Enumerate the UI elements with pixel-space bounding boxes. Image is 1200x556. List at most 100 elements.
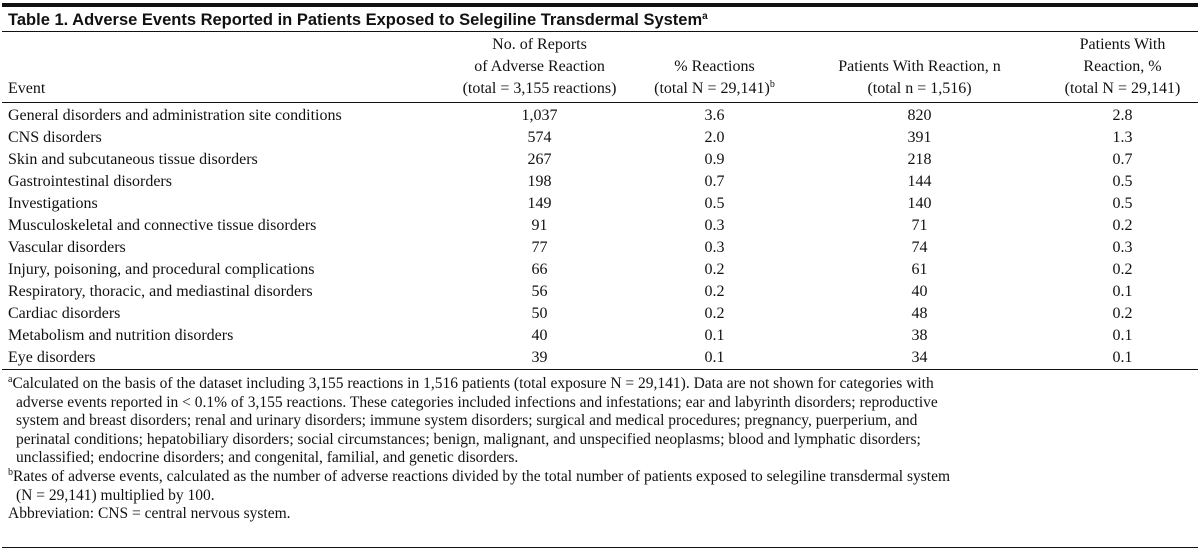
footnote-line: Abbreviation: CNS = central nervous syst… xyxy=(8,505,1192,524)
footnote: bRates of adverse events, calculated as … xyxy=(8,466,1192,506)
table-row: Respiratory, thoracic, and mediastinal d… xyxy=(2,281,1198,303)
table-cell: 2.0 xyxy=(704,129,725,146)
table-cell: 39 xyxy=(531,349,548,366)
table-cell: 74 xyxy=(911,239,928,256)
footnote-line: (N = 29,141) multiplied by 100. xyxy=(8,487,1192,506)
table-body: General disorders and administration sit… xyxy=(2,103,1198,370)
table-document: Table 1. Adverse Events Reported in Pati… xyxy=(2,3,1198,548)
table-cell: 198 xyxy=(527,173,552,190)
table-cell: 0.5 xyxy=(704,195,725,212)
table-cell: 0.9 xyxy=(704,151,725,168)
table-cell: 140 xyxy=(907,195,932,212)
table-row: Skin and subcutaneous tissue disorders 26… xyxy=(2,149,1198,171)
column-header: Patients With Reaction, n (total n = 1,51… xyxy=(792,32,1047,103)
header-line: (total = 3,155 reactions) xyxy=(462,80,617,97)
table-cell: 267 xyxy=(527,151,552,168)
table-cell: 48 xyxy=(911,305,928,322)
table-row: Vascular disorders 77 0.3 74 0.3 xyxy=(2,237,1198,259)
table-row: Metabolism and nutrition disorders 40 0.1 3… xyxy=(2,325,1198,347)
table-cell: Investigations xyxy=(8,195,98,212)
table-cell: 820 xyxy=(907,107,932,124)
table-cell: Skin and subcutaneous tissue disorders xyxy=(8,151,258,168)
table-cell: 2.8 xyxy=(1112,107,1133,124)
footnote-line: adverse events reported in < 0.1% of 3,1… xyxy=(8,394,1192,413)
header-sup: b xyxy=(769,79,775,90)
table-cell: 0.7 xyxy=(704,173,725,190)
header-line: Event xyxy=(8,80,46,97)
table-cell: Respiratory, thoracic, and mediastinal d… xyxy=(8,283,313,300)
table-cell: 0.1 xyxy=(1112,283,1133,300)
page: Table 1. Adverse Events Reported in Pati… xyxy=(0,3,1200,556)
footnote-line: unclassified; endocrine disorders; and c… xyxy=(8,449,1192,468)
table-cell: 0.1 xyxy=(1112,327,1133,344)
header-line: No. of Reports xyxy=(492,36,587,53)
table-row: CNS disorders 574 2.0 391 1.3 xyxy=(2,127,1198,149)
table-row: Investigations 149 0.5 140 0.5 xyxy=(2,193,1198,215)
table-cell: 0.3 xyxy=(1112,239,1133,256)
table-row: Injury, poisoning, and procedural compli… xyxy=(2,259,1198,281)
table-cell: Eye disorders xyxy=(8,349,96,366)
footnote-text: adverse events reported in < 0.1% of 3,1… xyxy=(16,393,938,411)
table-cell: 218 xyxy=(907,151,932,168)
footnote-text: system and breast disorders; renal and u… xyxy=(16,412,918,430)
table-cell: 0.1 xyxy=(704,327,725,344)
table-cell: 3.6 xyxy=(704,107,725,124)
footnote-text: (N = 29,141) multiplied by 100. xyxy=(16,486,215,504)
header-line: Patients With Reaction, n xyxy=(838,58,1001,75)
table-cell: Cardiac disorders xyxy=(8,305,121,322)
table-cell: Gastrointestinal disorders xyxy=(8,173,172,190)
table-row: General disorders and administration sit… xyxy=(2,103,1198,128)
footnotes: aCalculated on the basis of the dataset … xyxy=(2,370,1198,524)
table-cell: 0.5 xyxy=(1112,173,1133,190)
footnote-text: Rates of adverse events, calculated as t… xyxy=(13,467,951,485)
footnote-marker: b xyxy=(8,466,13,478)
header-line: of Adverse Reaction xyxy=(474,58,605,75)
title-sup: a xyxy=(702,11,708,22)
header-line: Reaction, % xyxy=(1083,58,1162,75)
table-cell: 0.5 xyxy=(1112,195,1133,212)
table-cell: 38 xyxy=(911,327,928,344)
header-line: (total N = 29,141) xyxy=(654,80,770,97)
table-cell: 0.2 xyxy=(1112,261,1133,278)
table: Event No. of Reports of Adverse Reaction (t… xyxy=(2,32,1198,370)
table-cell: Vascular disorders xyxy=(8,239,126,256)
table-cell: 0.1 xyxy=(704,349,725,366)
table-cell: 0.7 xyxy=(1112,151,1133,168)
table-cell: Musculoskeletal and connective tissue di… xyxy=(8,217,317,234)
header-line: Patients With xyxy=(1079,36,1166,53)
table-cell: General disorders and administration sit… xyxy=(8,107,342,124)
table-row: Eye disorders 39 0.1 34 0.1 xyxy=(2,347,1198,370)
table-cell: 71 xyxy=(911,217,928,234)
table-cell: 50 xyxy=(531,305,548,322)
table-cell: 77 xyxy=(531,239,548,256)
table-cell: 66 xyxy=(531,261,548,278)
table-cell: CNS disorders xyxy=(8,129,102,146)
footnote-line: bRates of adverse events, calculated as … xyxy=(8,466,1192,487)
table-cell: 1,037 xyxy=(521,107,558,124)
table-cell: 0.2 xyxy=(704,305,725,322)
table-cell: 1.3 xyxy=(1112,129,1133,146)
table-row: Musculoskeletal and connective tissue di… xyxy=(2,215,1198,237)
column-header: No. of Reports of Adverse Reaction (total … xyxy=(442,32,637,103)
table-cell: Metabolism and nutrition disorders xyxy=(8,327,234,344)
footnote-text: unclassified; endocrine disorders; and c… xyxy=(16,449,519,467)
table-row: Gastrointestinal disorders 198 0.7 144 0.5 xyxy=(2,171,1198,193)
footnote-line: aCalculated on the basis of the dataset … xyxy=(8,375,1192,394)
column-header: Event xyxy=(2,32,442,103)
footnote: Abbreviation: CNS = central nervous syst… xyxy=(8,505,1192,524)
table-row: Cardiac disorders 50 0.2 48 0.2 xyxy=(2,303,1198,325)
table-cell: 144 xyxy=(907,173,932,190)
table-cell: 0.1 xyxy=(1112,349,1133,366)
table-cell: 149 xyxy=(527,195,552,212)
header-line: % Reactions xyxy=(674,58,755,75)
header-row: Event No. of Reports of Adverse Reaction (t… xyxy=(2,32,1198,103)
footnote: aCalculated on the basis of the dataset … xyxy=(8,375,1192,468)
table-cell: 40 xyxy=(911,283,928,300)
footnote-text: perinatal conditions; hepatobiliary diso… xyxy=(16,430,921,448)
table-cell: 0.3 xyxy=(704,239,725,256)
footnote-marker: a xyxy=(8,374,13,385)
table-cell: 56 xyxy=(531,283,548,300)
footnote-line: perinatal conditions; hepatobiliary diso… xyxy=(8,431,1192,450)
title-text: Table 1. Adverse Events Reported in Pati… xyxy=(8,11,703,29)
header-line: (total n = 1,516) xyxy=(867,80,972,97)
